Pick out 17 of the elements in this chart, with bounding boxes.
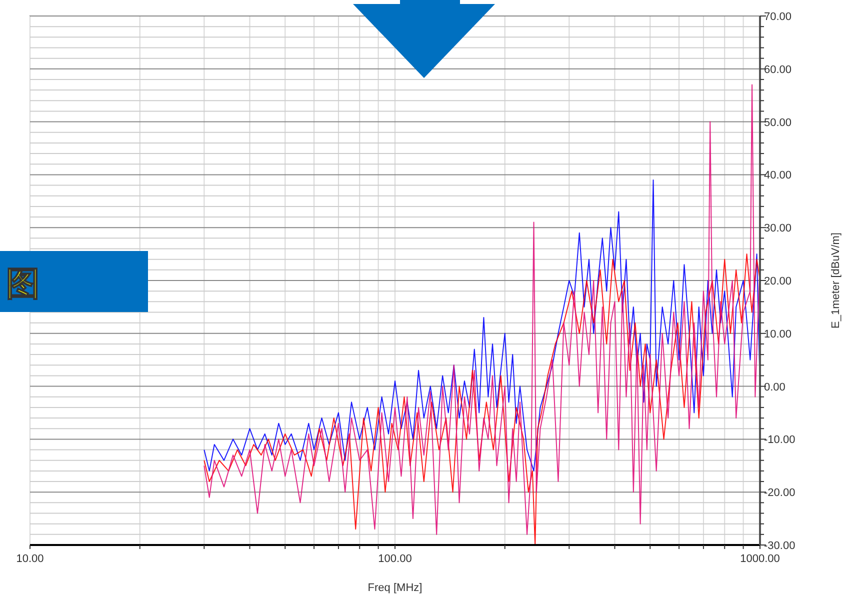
- y-tick-label: 30.00: [764, 222, 792, 235]
- x-tick-label: 10.00: [16, 553, 44, 565]
- y-tick-label: 40.00: [764, 170, 792, 182]
- y-tick-label: -10.00: [764, 434, 796, 446]
- y-tick-label: 50.00: [764, 116, 792, 129]
- x-tick-label: 1000.00: [740, 553, 780, 565]
- y-tick-label: 70.00: [764, 11, 792, 23]
- y-tick-label: -30.00: [764, 540, 796, 552]
- y-axis-title: E_1meter [dBuV/m]: [830, 232, 842, 328]
- y-tick-label: 20.00: [764, 276, 792, 288]
- y-tick-label: 60.00: [764, 64, 792, 76]
- y-tick-label: 0.00: [764, 381, 786, 394]
- y-tick-label: 10.00: [764, 328, 792, 340]
- y-tick-label: -20.00: [764, 487, 796, 500]
- x-axis-title: Freq [MHz]: [368, 582, 422, 594]
- annotation: 图: [6, 264, 40, 304]
- x-tick-label: 100.00: [378, 553, 412, 565]
